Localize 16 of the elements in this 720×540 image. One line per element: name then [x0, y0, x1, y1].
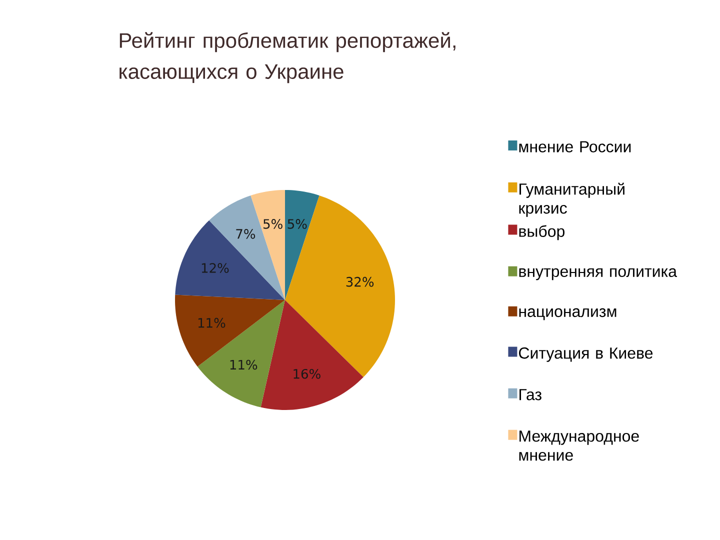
data-label: 12%	[202, 263, 229, 273]
legend-label: национализм	[519, 308, 616, 320]
data-label: 11%	[230, 360, 258, 370]
data-label: 5%	[288, 219, 307, 229]
chart-title: Рейтинг проблематик репортажей, касающихся о Украине	[120, 32, 456, 84]
data-label: 16%	[294, 368, 320, 379]
legend-label: Газ	[520, 389, 542, 400]
data-label: 5%	[264, 219, 282, 229]
legend-label: мнение России	[519, 141, 631, 152]
legend-label: выбор	[519, 225, 564, 240]
legend-label: внутренняя политика	[519, 268, 677, 280]
data-label: 11%	[198, 318, 226, 328]
data-label: 7%	[236, 229, 256, 239]
legend-label: Ситуация в Киеве	[519, 347, 653, 362]
legend-label: Международное мнение	[519, 430, 639, 461]
data-label: 32%	[346, 276, 374, 287]
